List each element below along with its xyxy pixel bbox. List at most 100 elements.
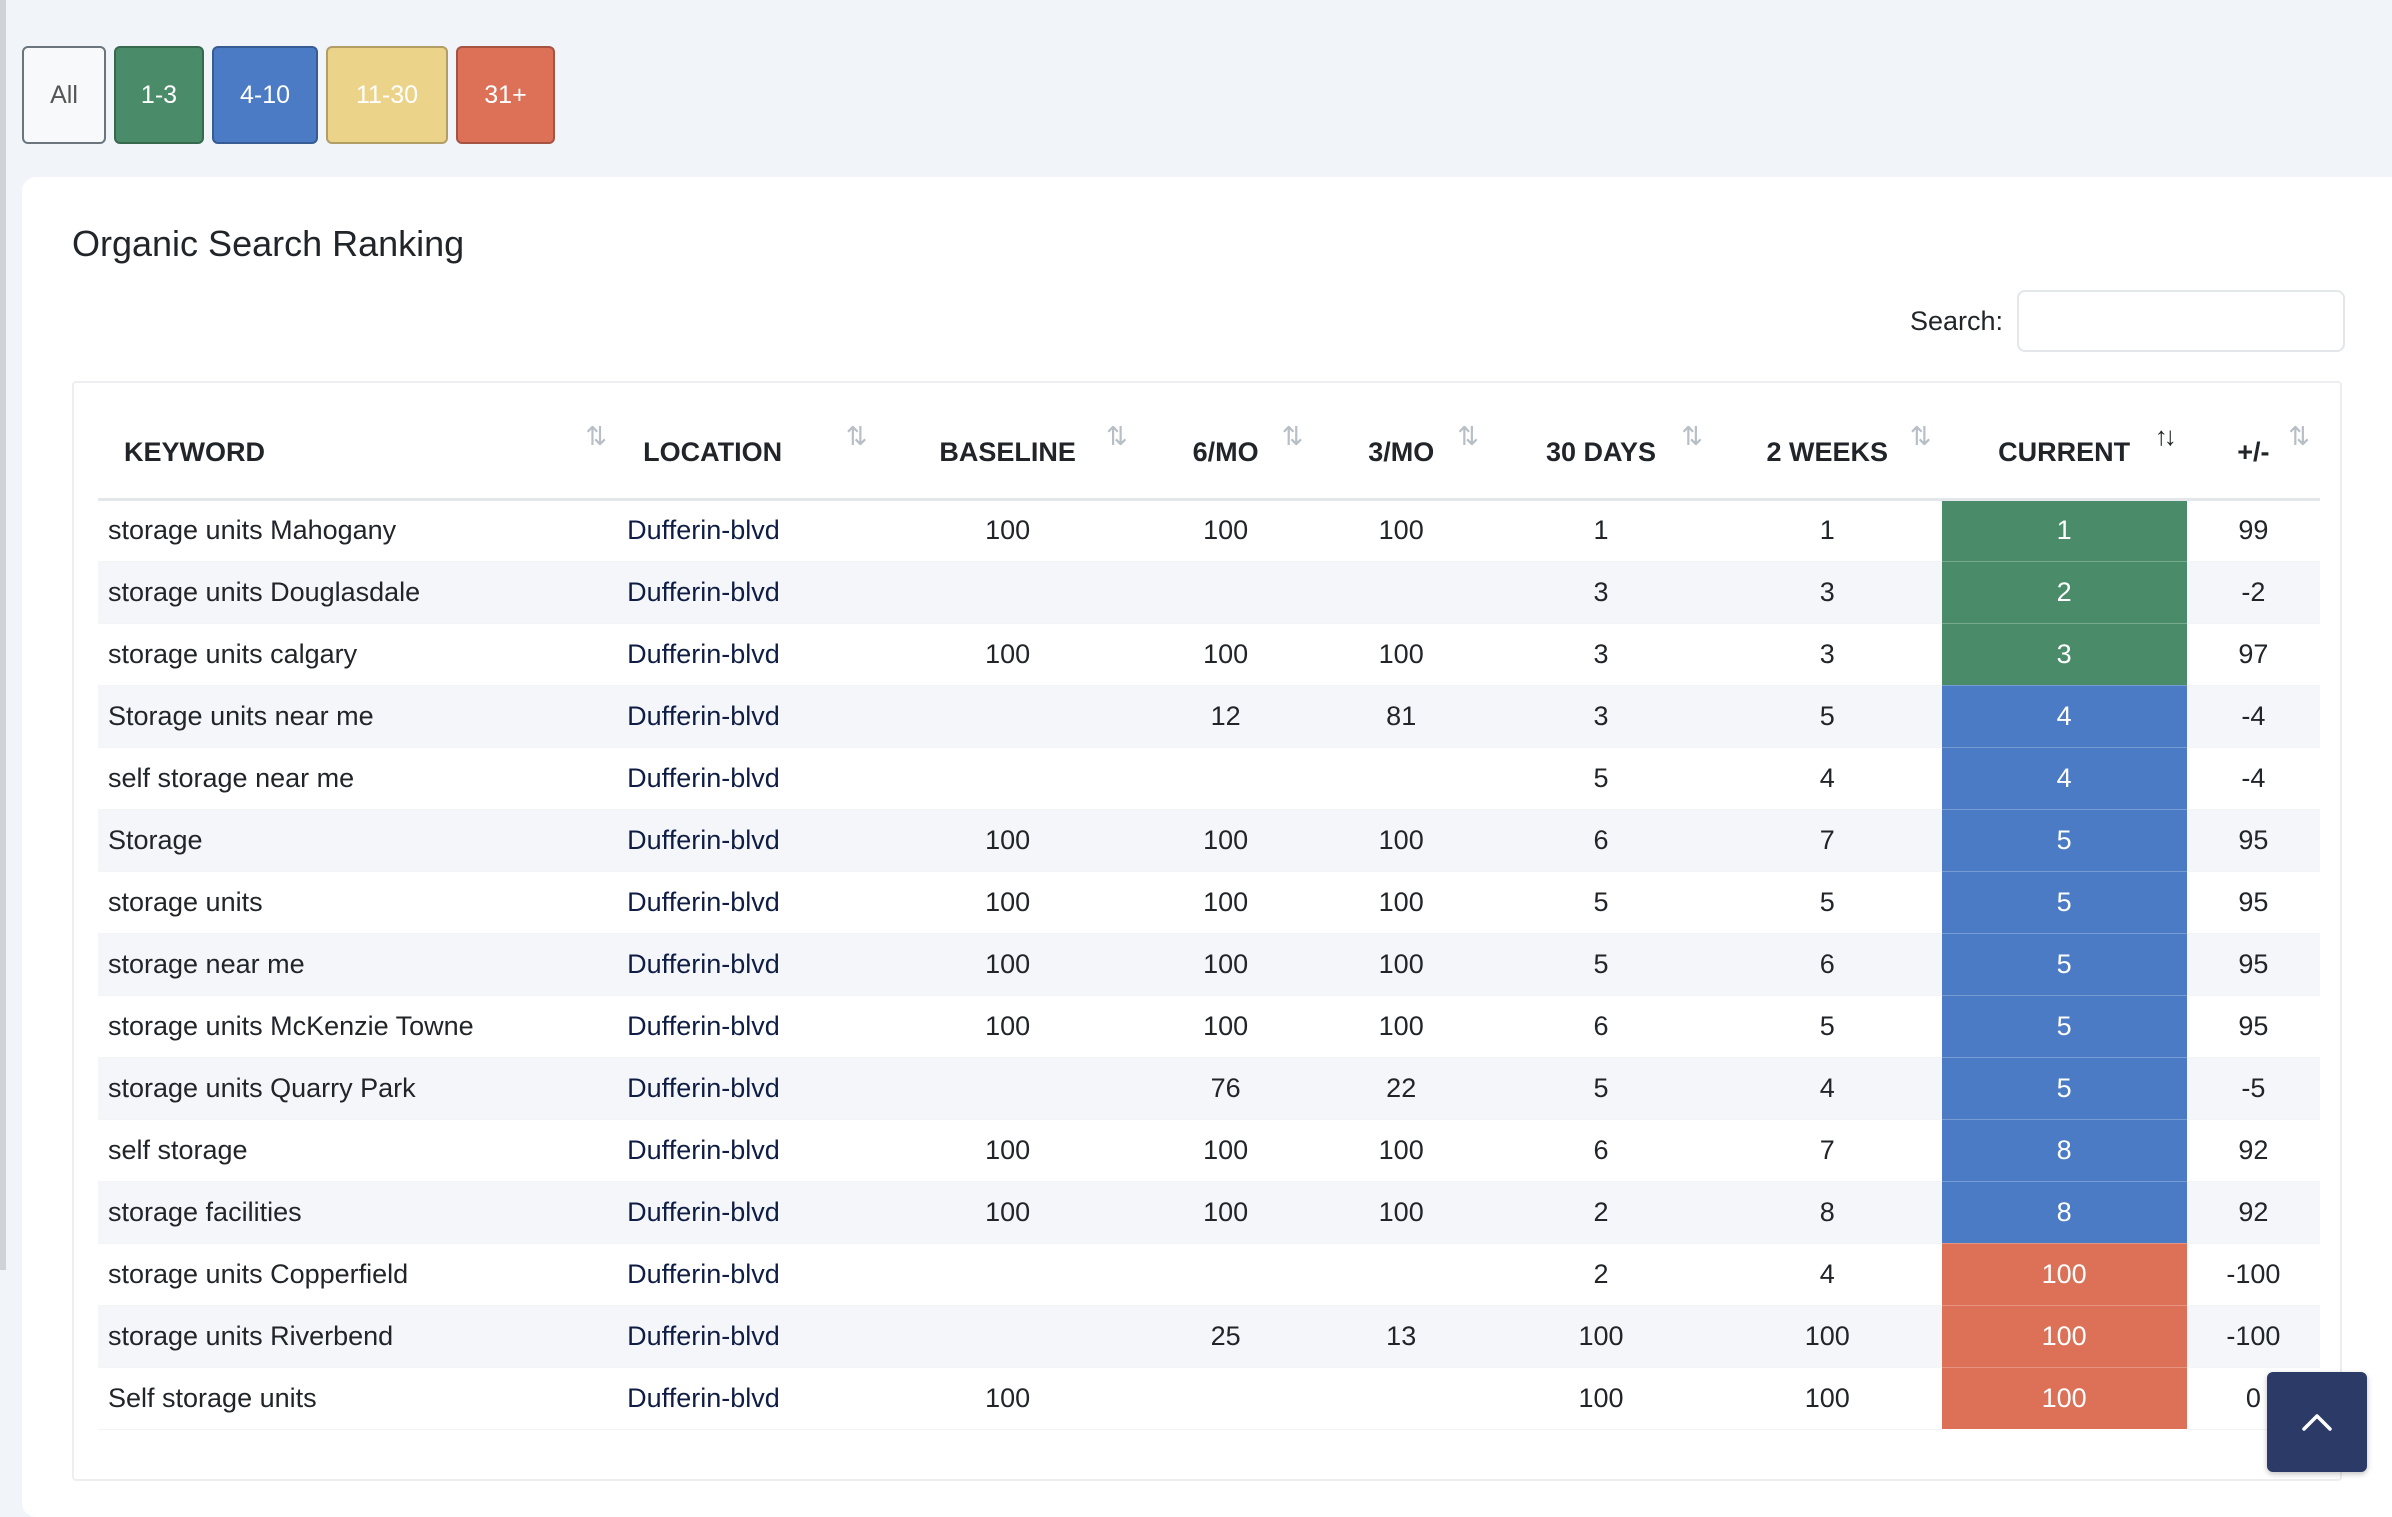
- six-month-cell: [1137, 1243, 1314, 1306]
- location-cell[interactable]: Dufferin-blvd: [617, 1119, 878, 1182]
- two-weeks-cell: 8: [1713, 1181, 1942, 1244]
- location-cell[interactable]: Dufferin-blvd: [617, 1305, 878, 1368]
- col-header-3mo[interactable]: 3/MO ⇅: [1313, 383, 1489, 501]
- three-month-cell: 100: [1313, 1181, 1489, 1244]
- col-header-baseline[interactable]: BASELINE ⇅: [877, 383, 1138, 501]
- sort-icon[interactable]: ⇅: [585, 421, 607, 451]
- col-header-30days[interactable]: 30 DAYS ⇅: [1488, 383, 1713, 501]
- table-row: storage units Douglasdale Dufferin-blvd 3 3…: [98, 561, 2320, 624]
- two-weeks-cell: 100: [1713, 1367, 1942, 1430]
- scroll-to-top-button[interactable]: [2267, 1372, 2367, 1472]
- keyword-cell: storage facilities: [98, 1181, 618, 1244]
- location-cell[interactable]: Dufferin-blvd: [617, 1367, 878, 1430]
- location-cell[interactable]: Dufferin-blvd: [617, 685, 878, 748]
- three-month-cell: 100: [1313, 933, 1489, 996]
- location-cell[interactable]: Dufferin-blvd: [617, 499, 878, 562]
- six-month-cell: 100: [1137, 1181, 1314, 1244]
- three-month-cell: 22: [1313, 1057, 1489, 1120]
- search-input[interactable]: [2017, 290, 2346, 352]
- two-weeks-cell: 3: [1713, 561, 1942, 624]
- filter-31-plus-button[interactable]: 31+: [456, 46, 555, 144]
- six-month-cell: 12: [1137, 685, 1314, 748]
- location-cell[interactable]: Dufferin-blvd: [617, 561, 878, 624]
- six-month-cell: 100: [1137, 623, 1314, 686]
- col-header-delta[interactable]: +/- ⇅: [2186, 383, 2320, 501]
- table-row: self storage near me Dufferin-blvd 5 4 4 -4: [98, 747, 2320, 810]
- current-rank-cell: 8: [1941, 1181, 2187, 1244]
- filter-1-3-button[interactable]: 1-3: [114, 46, 204, 144]
- six-month-cell: 100: [1137, 1119, 1314, 1182]
- sort-icon[interactable]: ⇅: [1106, 421, 1128, 451]
- delta-cell: -5: [2186, 1057, 2320, 1120]
- thirty-days-cell: 6: [1488, 1119, 1713, 1182]
- six-month-cell: 100: [1137, 871, 1314, 934]
- two-weeks-cell: 5: [1713, 871, 1942, 934]
- col-header-location[interactable]: LOCATION ⇅: [617, 383, 878, 501]
- location-cell[interactable]: Dufferin-blvd: [617, 933, 878, 996]
- baseline-cell: 100: [877, 933, 1138, 996]
- col-header-keyword[interactable]: KEYWORD ⇅: [98, 383, 618, 501]
- table-row: storage units Quarry Park Dufferin-blvd 76…: [98, 1057, 2320, 1120]
- sort-icon[interactable]: ⇅: [1909, 421, 1932, 451]
- six-month-cell: 76: [1137, 1057, 1314, 1120]
- sort-icon[interactable]: ⇅: [1281, 421, 1304, 451]
- col-header-30days-label: 30 DAYS: [1545, 436, 1657, 467]
- current-rank-cell: 5: [1941, 871, 2187, 934]
- filter-11-30-button[interactable]: 11-30: [326, 46, 448, 144]
- filter-4-10-button[interactable]: 4-10: [212, 46, 318, 144]
- three-month-cell: 100: [1313, 871, 1489, 934]
- thirty-days-cell: 6: [1488, 809, 1713, 872]
- current-rank-cell: 4: [1941, 747, 2187, 810]
- six-month-cell: [1137, 561, 1314, 624]
- location-cell[interactable]: Dufferin-blvd: [617, 809, 878, 872]
- col-header-current[interactable]: CURRENT ↑↓: [1941, 383, 2187, 501]
- keyword-cell: self storage: [98, 1119, 618, 1182]
- two-weeks-cell: 4: [1713, 747, 1942, 810]
- three-month-cell: 13: [1313, 1305, 1489, 1368]
- thirty-days-cell: 5: [1488, 1057, 1713, 1120]
- current-rank-cell: 5: [1941, 1057, 2187, 1120]
- thirty-days-cell: 2: [1488, 1243, 1713, 1306]
- sort-icon[interactable]: ⇅: [1457, 421, 1479, 451]
- sort-ascending-icon[interactable]: ↑↓: [2154, 421, 2177, 451]
- delta-cell: -4: [2186, 685, 2320, 748]
- current-rank-cell: 100: [1941, 1243, 2187, 1306]
- delta-cell: 92: [2186, 1181, 2320, 1244]
- search-group: Search:: [1910, 290, 2346, 352]
- delta-cell: 95: [2186, 809, 2320, 872]
- location-cell[interactable]: Dufferin-blvd: [617, 747, 878, 810]
- location-cell[interactable]: Dufferin-blvd: [617, 871, 878, 934]
- baseline-cell: [877, 685, 1138, 748]
- col-header-keyword-label: KEYWORD: [124, 436, 265, 467]
- sort-icon[interactable]: ⇅: [2288, 421, 2310, 451]
- sort-icon[interactable]: ⇅: [845, 421, 868, 451]
- location-cell[interactable]: Dufferin-blvd: [617, 1243, 878, 1306]
- filter-all-button[interactable]: All: [22, 46, 106, 144]
- keyword-cell: storage units Mahogany: [98, 499, 618, 562]
- baseline-cell: 100: [877, 499, 1138, 562]
- location-cell[interactable]: Dufferin-blvd: [617, 1057, 878, 1120]
- delta-cell: 92: [2186, 1119, 2320, 1182]
- location-cell[interactable]: Dufferin-blvd: [617, 995, 878, 1058]
- keyword-cell: storage units: [98, 871, 618, 934]
- location-cell[interactable]: Dufferin-blvd: [617, 1181, 878, 1244]
- col-header-6mo[interactable]: 6/MO ⇅: [1137, 383, 1314, 501]
- two-weeks-cell: 7: [1713, 1119, 1942, 1182]
- col-header-2weeks-label: 2 WEEKS: [1766, 436, 1889, 467]
- table-row: Storage Dufferin-blvd 100 100 100 6 7 5 95: [98, 809, 2320, 872]
- table-row: Storage units near me Dufferin-blvd 12 81 3 5…: [98, 685, 2320, 748]
- three-month-cell: 81: [1313, 685, 1489, 748]
- col-header-location-label: LOCATION: [643, 436, 783, 467]
- thirty-days-cell: 5: [1488, 871, 1713, 934]
- three-month-cell: [1313, 561, 1489, 624]
- table-row: storage units Dufferin-blvd 100 100 100 5 5 5 95: [98, 871, 2320, 934]
- current-rank-cell: 3: [1941, 623, 2187, 686]
- keyword-cell: storage units Copperfield: [98, 1243, 618, 1306]
- two-weeks-cell: 100: [1713, 1305, 1942, 1368]
- sort-icon[interactable]: ⇅: [1681, 421, 1703, 451]
- col-header-2weeks[interactable]: 2 WEEKS ⇅: [1713, 383, 1942, 501]
- thirty-days-cell: 1: [1488, 499, 1713, 562]
- location-cell[interactable]: Dufferin-blvd: [617, 623, 878, 686]
- current-rank-cell: 2: [1941, 561, 2187, 624]
- table-row: Self storage units Dufferin-blvd 100 100 100…: [98, 1367, 2320, 1430]
